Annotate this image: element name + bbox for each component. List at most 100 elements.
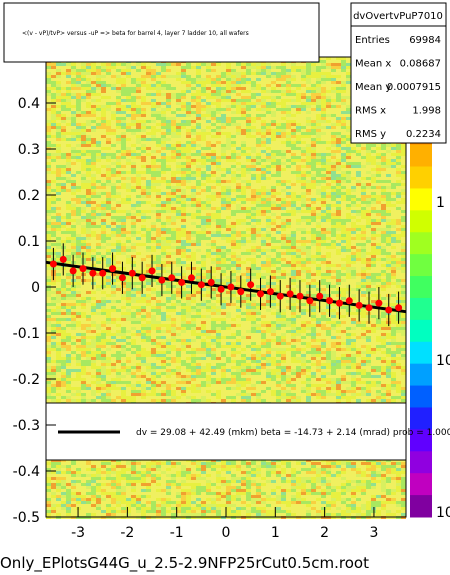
heatmap-cell — [356, 225, 361, 228]
heatmap-cell — [291, 117, 296, 120]
heatmap-cell — [211, 69, 216, 72]
heatmap-cell — [156, 261, 161, 264]
heatmap-cell — [306, 138, 311, 141]
heatmap-cell — [121, 171, 126, 174]
heatmap-cell — [86, 78, 91, 81]
heatmap-cell — [126, 174, 131, 177]
heatmap-cell — [251, 63, 256, 66]
heatmap-cell — [361, 204, 366, 207]
heatmap-cell — [371, 195, 376, 198]
heatmap-cell — [51, 222, 56, 225]
heatmap-cell — [326, 243, 331, 246]
heatmap-cell — [56, 195, 61, 198]
heatmap-cell — [136, 81, 141, 84]
heatmap-cell — [306, 93, 311, 96]
heatmap-cell — [371, 258, 376, 261]
heatmap-cell — [326, 240, 331, 243]
heatmap-cell — [126, 207, 131, 210]
heatmap-cell — [101, 69, 106, 72]
heatmap-cell — [191, 108, 196, 111]
heatmap-cell — [161, 237, 166, 240]
heatmap-cell — [291, 204, 296, 207]
heatmap-cell — [356, 240, 361, 243]
heatmap-cell — [161, 159, 166, 162]
heatmap-cell — [91, 192, 96, 195]
heatmap-cell — [296, 198, 301, 201]
heatmap-cell — [346, 171, 351, 174]
heatmap-cell — [181, 90, 186, 93]
heatmap-cell — [76, 75, 81, 78]
heatmap-cell — [286, 99, 291, 102]
heatmap-cell — [121, 66, 126, 69]
heatmap-cell — [86, 129, 91, 132]
heatmap-cell — [161, 195, 166, 198]
heatmap-cell — [141, 141, 146, 144]
heatmap-cell — [126, 195, 131, 198]
heatmap-cell — [196, 66, 201, 69]
heatmap-cell — [106, 225, 111, 228]
heatmap-cell — [151, 123, 156, 126]
heatmap-cell — [196, 258, 201, 261]
heatmap-cell — [366, 213, 371, 216]
heatmap-cell — [131, 123, 136, 126]
heatmap-cell — [271, 261, 276, 264]
heatmap-cell — [66, 93, 71, 96]
heatmap-cell — [311, 123, 316, 126]
heatmap-cell — [141, 237, 146, 240]
heatmap-cell — [366, 159, 371, 162]
heatmap-cell — [206, 102, 211, 105]
heatmap-cell — [76, 93, 81, 96]
heatmap-cell — [236, 249, 241, 252]
heatmap-cell — [246, 69, 251, 72]
heatmap-cell — [96, 189, 101, 192]
heatmap-cell — [236, 114, 241, 117]
heatmap-cell — [66, 252, 71, 255]
heatmap-cell — [86, 102, 91, 105]
heatmap-cell — [196, 246, 201, 249]
heatmap-cell — [166, 213, 171, 216]
heatmap-cell — [346, 198, 351, 201]
heatmap-cell — [346, 114, 351, 117]
heatmap-cell — [206, 75, 211, 78]
heatmap-cell — [361, 201, 366, 204]
heatmap-cell — [216, 117, 221, 120]
heatmap-cell — [321, 219, 326, 222]
heatmap-cell — [366, 168, 371, 171]
heatmap-cell — [151, 75, 156, 78]
heatmap-cell — [66, 141, 71, 144]
heatmap-cell — [371, 156, 376, 159]
heatmap-cell — [96, 105, 101, 108]
heatmap-cell — [201, 87, 206, 90]
heatmap-cell — [276, 165, 281, 168]
heatmap-cell — [376, 243, 381, 246]
heatmap-cell — [391, 246, 396, 249]
heatmap-cell — [161, 213, 166, 216]
heatmap-cell — [321, 87, 326, 90]
heatmap-cell — [301, 147, 306, 150]
heatmap-cell — [46, 99, 51, 102]
heatmap-cell — [191, 174, 196, 177]
heatmap-cell — [66, 186, 71, 189]
heatmap-cell — [211, 207, 216, 210]
heatmap-cell — [336, 249, 341, 252]
heatmap-cell — [261, 159, 266, 162]
heatmap-cell — [51, 117, 56, 120]
heatmap-cell — [251, 219, 256, 222]
heatmap-cell — [356, 207, 361, 210]
heatmap-cell — [341, 201, 346, 204]
heatmap-cell — [311, 114, 316, 117]
heatmap-cell — [156, 162, 161, 165]
heatmap-cell — [146, 174, 151, 177]
heatmap-cell — [191, 123, 196, 126]
heatmap-cell — [206, 96, 211, 99]
heatmap-cell — [241, 147, 246, 150]
heatmap-cell — [261, 84, 266, 87]
heatmap-cell — [221, 219, 226, 222]
heatmap-cell — [296, 228, 301, 231]
heatmap-cell — [71, 204, 76, 207]
heatmap-cell — [296, 144, 301, 147]
heatmap-cell — [231, 129, 236, 132]
heatmap-cell — [391, 222, 396, 225]
heatmap-cell — [46, 138, 51, 141]
heatmap-cell — [226, 162, 231, 165]
